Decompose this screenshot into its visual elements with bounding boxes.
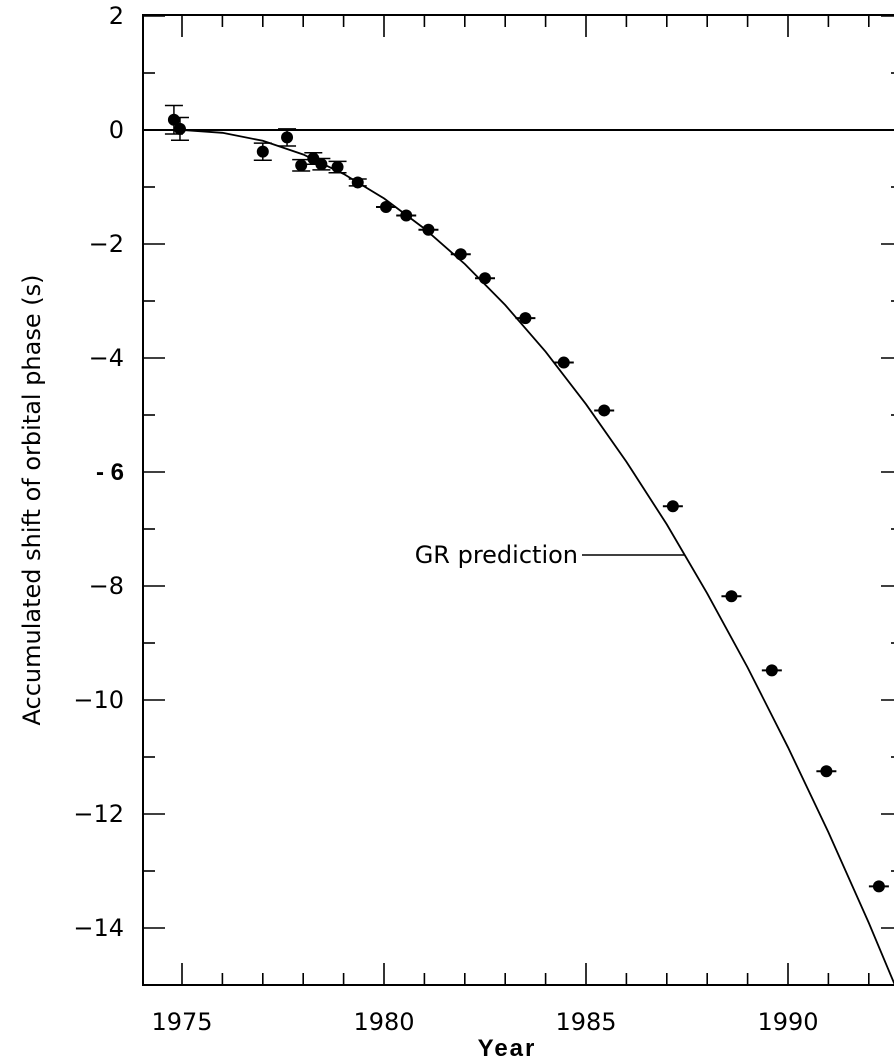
data-point — [662, 500, 683, 513]
x-axis-title: Year — [478, 1035, 537, 1059]
data-marker — [454, 248, 467, 261]
data-marker — [331, 161, 344, 174]
x-tick-label: 1975 — [151, 1008, 212, 1036]
data-marker — [765, 664, 778, 677]
data-point — [348, 176, 367, 189]
data-marker — [351, 176, 364, 189]
data-point — [816, 765, 837, 778]
y-tick-label: - 6 — [96, 459, 124, 486]
data-marker — [315, 158, 328, 171]
x-tick-label: 1980 — [353, 1008, 414, 1036]
data-marker — [872, 880, 885, 893]
y-tick-label: −14 — [73, 914, 124, 942]
data-point — [721, 590, 742, 603]
data-marker — [557, 356, 570, 369]
data-point — [253, 142, 272, 161]
data-marker — [173, 122, 186, 135]
gr-prediction-label: GR prediction — [415, 541, 578, 569]
data-point — [868, 880, 889, 893]
data-marker — [256, 145, 269, 158]
data-point — [553, 356, 574, 369]
axis-ticks — [143, 15, 894, 986]
data-point — [450, 248, 471, 261]
x-tick-label: 1985 — [555, 1008, 616, 1036]
data-marker — [725, 590, 738, 603]
data-point — [396, 209, 417, 222]
data-marker — [479, 272, 491, 285]
data-marker — [422, 223, 435, 236]
data-marker — [519, 312, 532, 325]
data-point — [170, 116, 189, 142]
data-point — [292, 158, 311, 172]
data-point — [418, 223, 439, 236]
data-marker — [380, 200, 393, 213]
data-point — [594, 404, 615, 417]
plot-frame — [142, 14, 894, 986]
data-point — [328, 160, 347, 174]
data-point — [278, 128, 297, 147]
gr-prediction-curve — [181, 129, 894, 986]
data-marker — [400, 209, 413, 222]
y-axis-title: Accumulated shift of orbital phase (s) — [18, 275, 46, 726]
data-point — [475, 272, 495, 285]
data-points — [164, 104, 889, 893]
y-tick-label: −12 — [73, 800, 124, 828]
y-tick-label: 0 — [109, 116, 124, 144]
data-marker — [281, 131, 294, 144]
data-marker — [598, 404, 611, 417]
data-marker — [295, 159, 308, 172]
y-tick-label: 2 — [109, 2, 124, 30]
x-tick-labels: 1975 1980 1985 1990 — [151, 1008, 818, 1036]
data-marker — [666, 500, 679, 513]
data-point — [515, 312, 536, 325]
x-tick-label: 1990 — [757, 1008, 818, 1036]
y-tick-label: −8 — [89, 572, 124, 600]
y-tick-label: −10 — [73, 686, 124, 714]
y-tick-label: −4 — [89, 344, 124, 372]
data-point — [312, 157, 331, 171]
data-point — [376, 200, 397, 213]
data-marker — [820, 765, 833, 778]
data-point — [761, 664, 782, 677]
y-tick-labels: 2 0 −2 −4 - 6 −8 −10 −12 −14 — [73, 2, 124, 942]
y-tick-label: −2 — [89, 230, 124, 258]
